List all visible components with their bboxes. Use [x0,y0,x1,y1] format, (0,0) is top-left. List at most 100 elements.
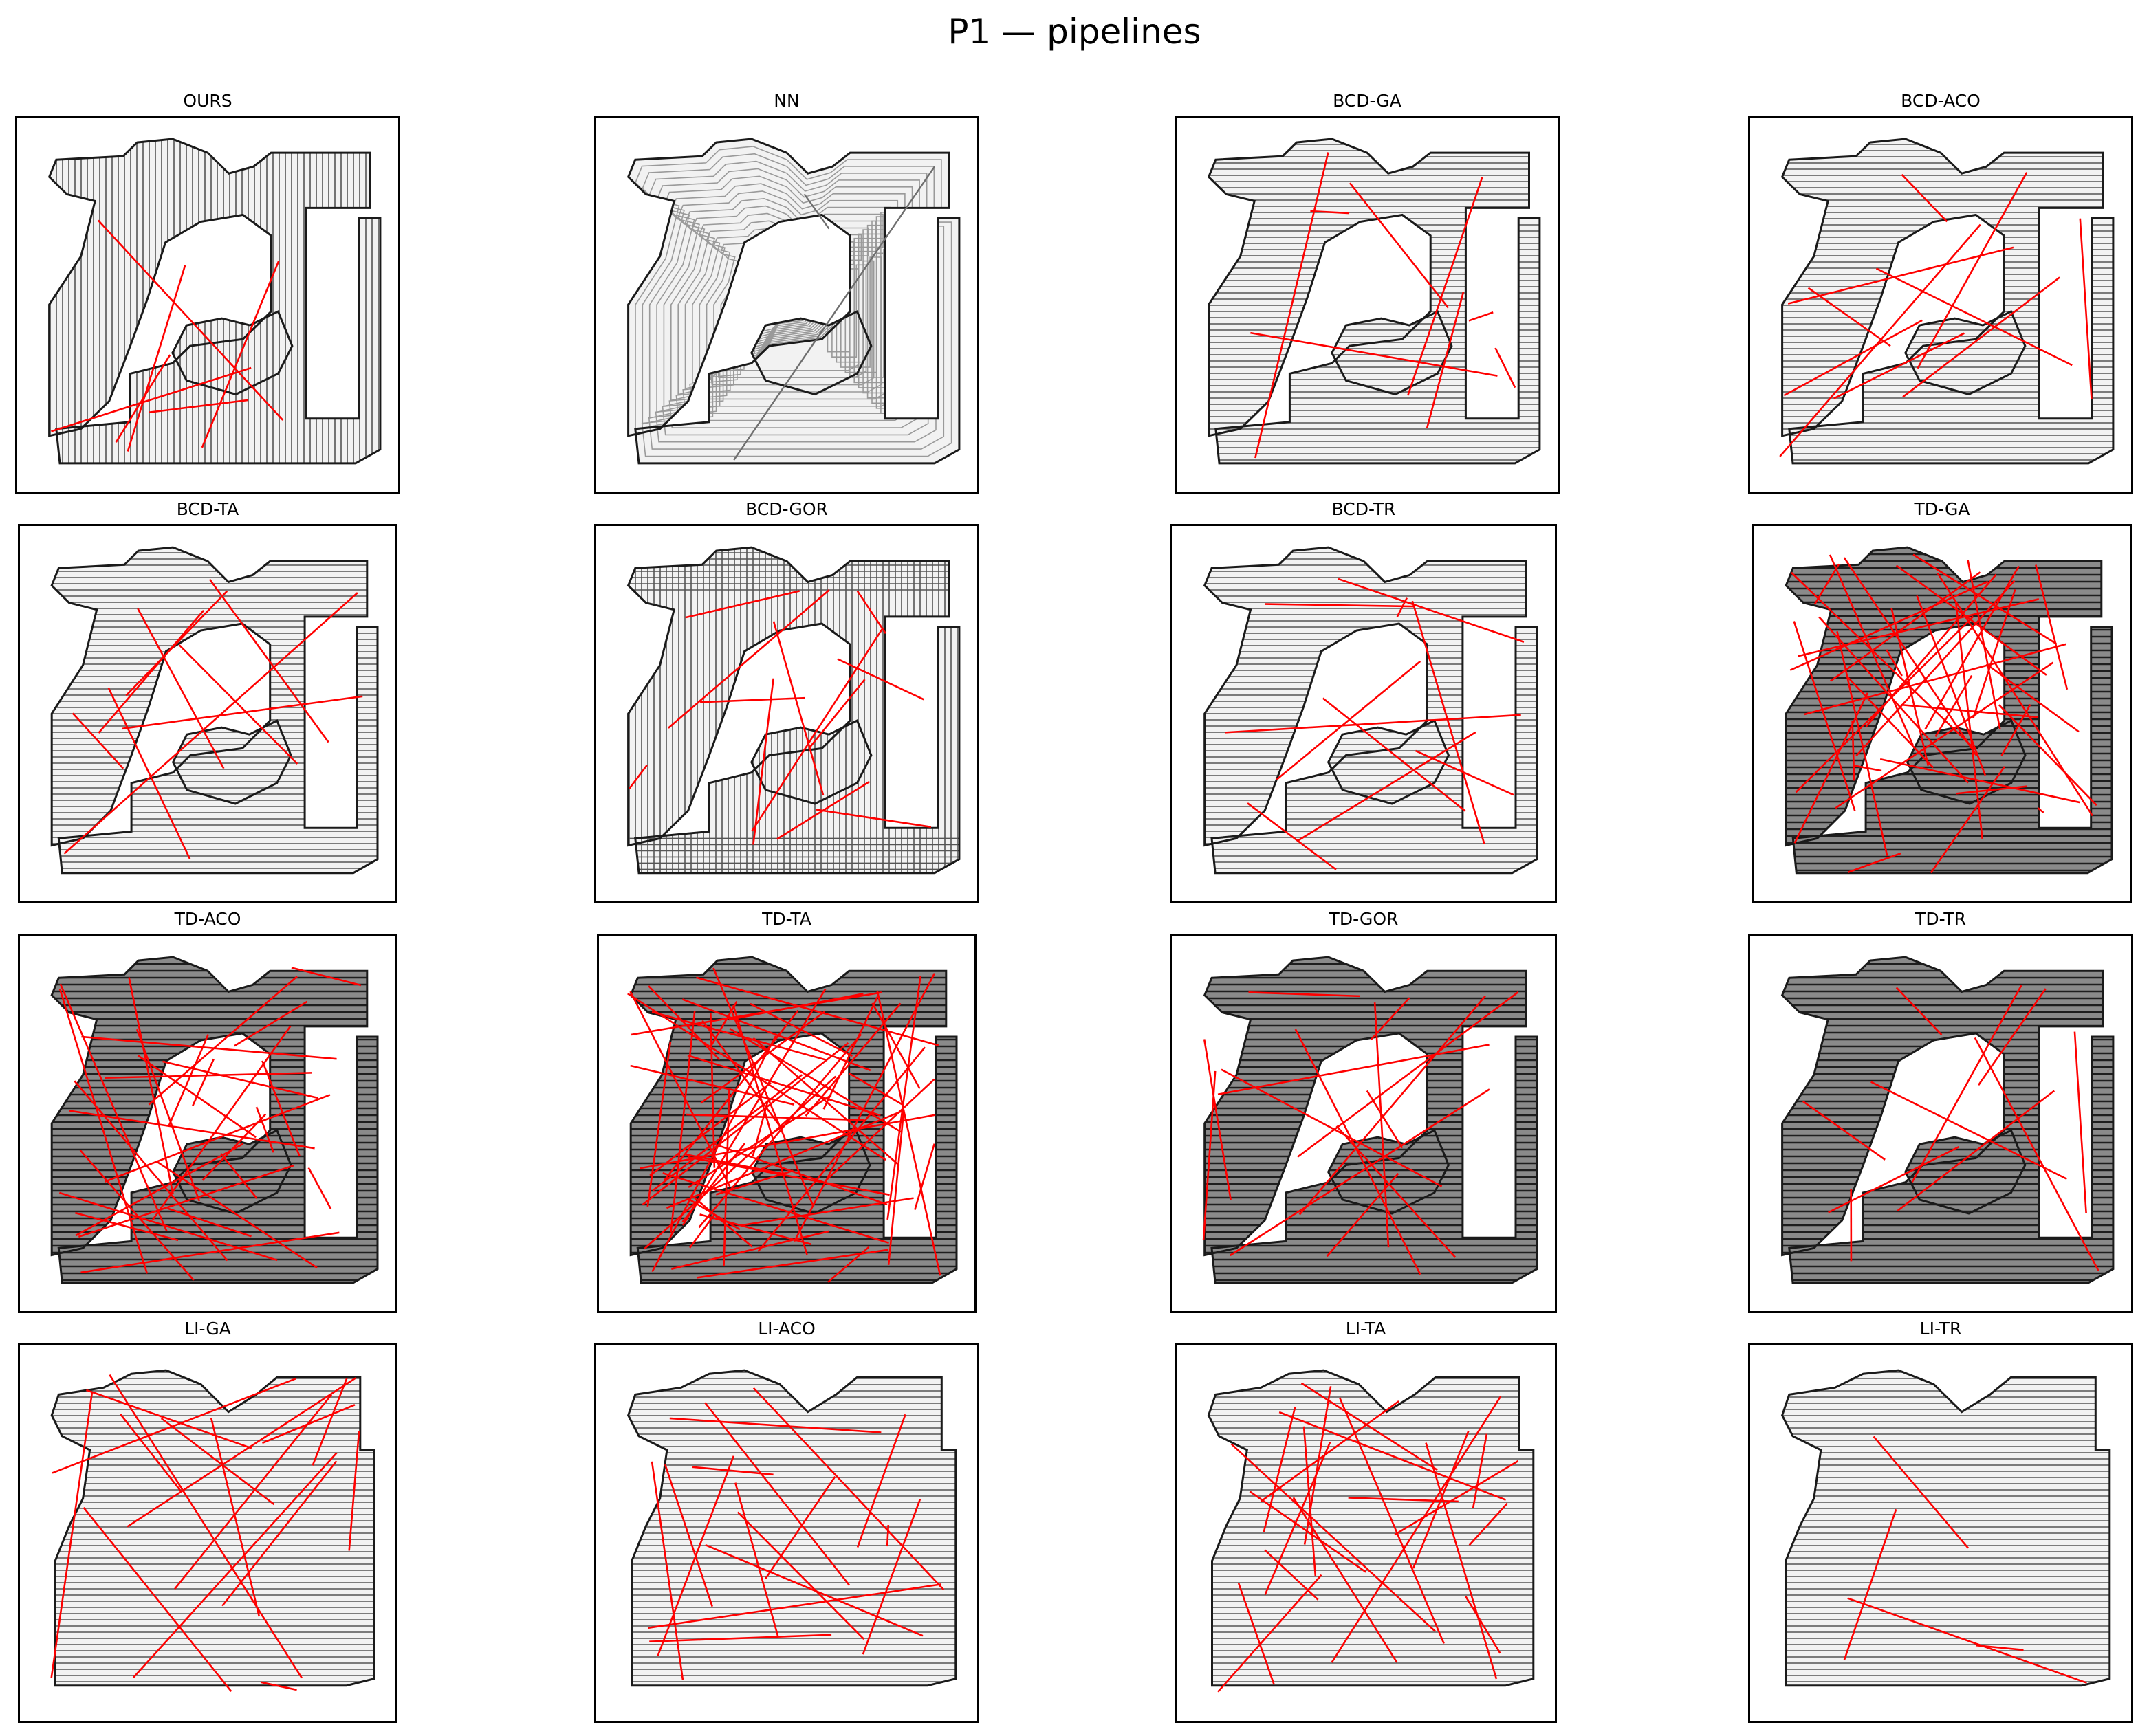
transition-move [729,1027,902,1133]
transition-move [1264,1441,1331,1596]
transition-move [210,1418,261,1617]
region [1208,139,1540,463]
transition-move [97,219,284,421]
region-outline [1904,1129,2027,1215]
transition-move [1890,608,1930,766]
panel-plot [594,524,979,903]
transition-move [50,1392,94,1678]
transition-move [1411,600,1485,844]
transition-move [1394,1460,1519,1536]
transition-move [1297,991,1519,1158]
transition-move [690,1194,753,1248]
transition-move [662,1172,889,1244]
transition-move [1978,988,2047,1086]
transition-move [1415,749,1514,796]
transition-move [886,1524,890,1547]
transition-move [127,1377,356,1528]
transition-move [151,1025,292,1220]
transition-move [1895,987,1943,1035]
transition-move [1468,1502,1508,1546]
transition-move [663,1009,799,1181]
panel-frame [18,934,397,1313]
panel-title: BCD-ACO [1901,91,1981,111]
transition-move [75,1143,244,1237]
transition-move [1836,631,1888,856]
panel-frame [18,1343,397,1723]
transition-move [1264,1549,1319,1601]
transition-move [1338,1397,1445,1645]
panel-frame [597,934,977,1313]
transition-move [649,1081,772,1176]
region-outline [1785,546,2113,875]
region [1782,957,2113,1283]
transition-move [1217,1574,1322,1693]
transition-move [1793,621,1856,811]
transition-move [1972,589,2016,718]
transition-move [162,1060,318,1099]
region-outline [750,309,873,396]
transition-move [668,589,830,729]
transition-move [1870,1081,2067,1180]
transition-move [149,399,248,413]
transition-move [1793,692,1869,844]
transition-move [1366,1090,1404,1149]
panel-ours: OURS [15,91,400,494]
transition-move [664,1464,714,1607]
panel-frame [18,524,397,903]
transition-move [1912,553,2057,645]
panel-frame [1170,934,1557,1313]
region [1328,721,1449,804]
panel-td-ga: TD-GA [1752,499,2132,903]
transition-move [1237,1583,1275,1685]
transition-move [793,973,936,1242]
transition-move [712,967,815,1208]
transition-move [1276,660,1421,780]
transition-move [132,1452,338,1679]
panel-title: NN [774,91,800,111]
panel-frame [594,116,979,494]
transition-move [688,1198,741,1231]
region [173,721,291,804]
transition-move [1873,1436,1969,1549]
transition-move [1895,564,2047,676]
region-outline [1207,1369,1535,1687]
transition-move [1791,571,1975,749]
transition-move [1779,223,1981,457]
transition-move [78,1164,294,1238]
transition-move [128,977,174,1194]
transition-move [105,1072,312,1079]
region [1782,1370,2110,1686]
transition-move [148,976,298,1106]
panel-title: OURS [183,91,232,111]
transition-move [122,695,363,730]
transition-move [657,1455,735,1656]
panel-frame [1748,1343,2133,1723]
panel-frame [1748,934,2133,1313]
region [52,957,378,1283]
transition-move [120,1414,182,1492]
transition-move [848,1072,904,1106]
transition-move [58,1191,278,1262]
panel-td-gor: TD-GOR [1170,909,1557,1313]
region [1204,957,1537,1283]
panel-frame [1175,116,1560,494]
transition-move [1855,580,2016,757]
transition-move [1297,731,1476,842]
transition-move [1998,704,2097,806]
region-outline [171,1129,292,1215]
transition-move [1879,758,2080,804]
transition-move [80,1231,340,1274]
transition-move [174,1394,333,1590]
panel-frame [594,1343,979,1723]
transition-move [1217,1044,1490,1096]
transition-move [155,1161,318,1269]
region-outline [750,1129,871,1215]
panel-title: BCD-GOR [745,499,828,519]
panel-frame [594,524,979,903]
panel-title: TD-ACO [174,909,241,929]
transition-move [1807,287,1891,347]
region-outline [626,138,961,465]
transition-move [1310,210,1350,215]
transition-move [167,1207,252,1238]
transition-move [1798,598,2040,657]
